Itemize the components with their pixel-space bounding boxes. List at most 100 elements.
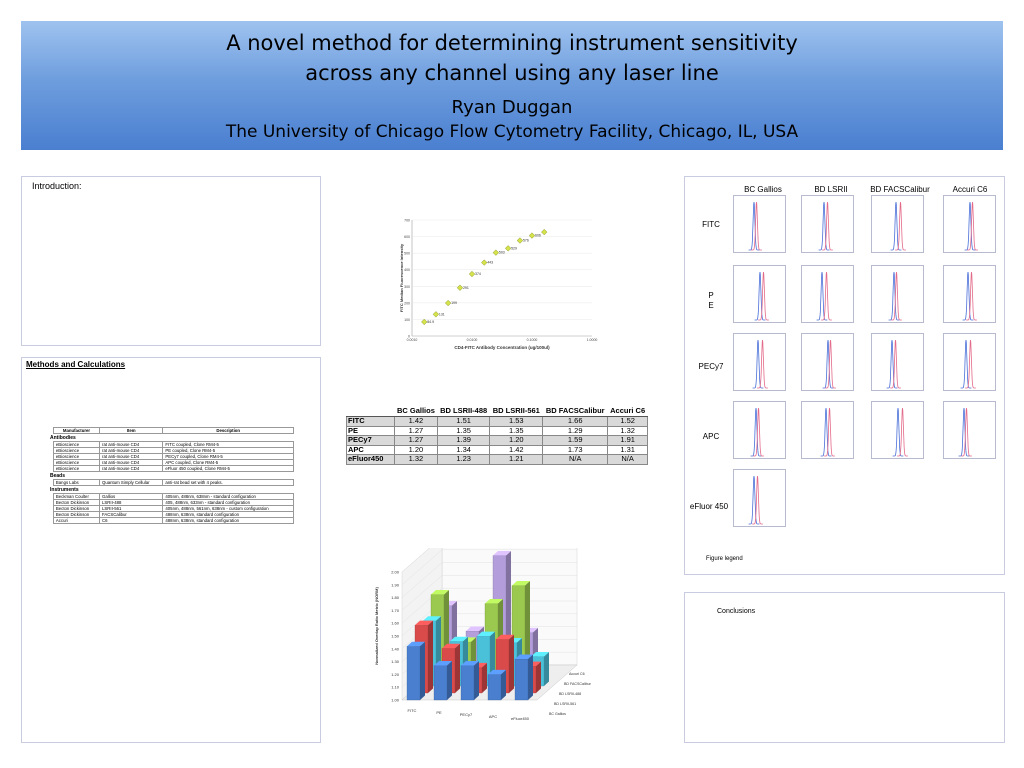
results-row: PECy7 1.27 1.39 1.20 1.59 1.91: [346, 435, 648, 446]
bar3d: [514, 654, 533, 701]
histogram-traces: [964, 201, 978, 251]
histogram-plot: [943, 333, 996, 391]
poster-affiliation: The University of Chicago Flow Cytometry…: [225, 122, 799, 142]
introduction-panel: Introduction:: [21, 176, 321, 346]
methods-section-name: Instruments: [50, 487, 79, 493]
y-tick-label: 2.00: [391, 570, 400, 575]
point-label: 374: [475, 272, 481, 276]
methods-section-name: Beads: [50, 473, 66, 479]
x-axis-label: CD4-FITC Antibody Concentration (ug/100u…: [454, 345, 550, 350]
results-cell: N/A: [542, 454, 609, 465]
histogram-trace-red: [961, 407, 972, 457]
point-label: 606: [535, 234, 541, 238]
methods-header: Item: [99, 427, 164, 434]
methods-cell: anti-rat bead set with 4 peaks.: [162, 479, 294, 486]
methods-header: Description: [162, 427, 294, 434]
histogram-traces: [750, 407, 764, 457]
histogram-plot: [733, 333, 786, 391]
histogram-trace-red: [824, 407, 835, 457]
histogram-traces: [752, 339, 768, 389]
methods-section-row: Antibodies: [48, 434, 294, 442]
histogram-trace-red: [825, 339, 836, 389]
y-tick-label: 1.50: [391, 634, 400, 639]
histogram-trace-blue: [964, 201, 976, 251]
histogram-plot: [943, 401, 996, 459]
x-tick-label: 0.1000: [527, 338, 538, 342]
scatter-chart: 0 100 200 300 400 500 600 700 0.0010 0.0100 0.1000…: [399, 219, 598, 351]
histogram-trace-red: [758, 271, 769, 321]
y-tick-label: 1.90: [391, 582, 400, 587]
results-row: APC 1.20 1.34 1.42 1.73 1.31: [346, 444, 648, 455]
bar3d: [460, 660, 479, 701]
methods-cell: Accuri: [52, 517, 101, 524]
point-label: 199: [451, 301, 457, 305]
histogram-trace-red: [753, 407, 764, 457]
y-tick-label: 1.10: [391, 685, 400, 690]
hist-row-label: P E: [708, 291, 714, 310]
category-label: eFluor450: [511, 716, 530, 721]
histogram-trace-red: [891, 271, 902, 321]
histogram-traces: [886, 339, 901, 389]
scatter-point: [456, 284, 464, 291]
hist-column-label: Accuri C6: [952, 185, 988, 194]
x-tick-label: 0.0100: [467, 338, 478, 342]
histogram-trace-red: [890, 339, 901, 389]
bar3d-chart: 1.00 1.10 1.20 1.30 1.40 1.50 1.60 1.70 1.80 1.90…: [374, 548, 592, 721]
methods-section-row: Beads: [48, 472, 294, 480]
histogram-trace-red: [897, 407, 908, 457]
histogram-trace-red: [822, 201, 833, 251]
results-row-label: FITC: [346, 416, 395, 427]
y-tick-label: 1.20: [391, 672, 400, 677]
y-tick-label: 700: [404, 219, 410, 223]
methods-label: Methods and Calculations: [26, 360, 126, 369]
histogram-trace-blue: [892, 407, 904, 457]
scatter-point: [528, 232, 536, 239]
x-tick-label: 1.0000: [587, 338, 598, 342]
hist-column-label: BC Gallios: [744, 185, 782, 194]
results-cell: 1.52: [607, 416, 648, 427]
histogram-plot: [801, 401, 854, 459]
histogram-traces: [818, 201, 833, 251]
gridline: [401, 548, 430, 573]
category-label: APC: [489, 714, 497, 719]
methods-row: eBioscience rat anti-mouse CD4 eFluor 450 …: [48, 465, 294, 472]
histogram-plot: [801, 265, 854, 323]
histogram-trace-blue: [748, 201, 760, 251]
y-tick-label: 500: [404, 252, 410, 256]
methods-table-body: Antibodies eBioscience rat anti-mouse CD4 F…: [48, 434, 294, 524]
histogram-trace-blue: [820, 407, 832, 457]
results-cell: 1.20: [489, 435, 544, 446]
y-tick-label: 1.80: [391, 595, 400, 600]
histogram-traces: [748, 201, 762, 251]
histogram-plot: [733, 469, 786, 527]
scatter-point: [505, 245, 512, 252]
histogram-trace-blue: [754, 271, 766, 321]
hist-row-label: APC: [702, 432, 720, 441]
results-header: BD FACSCalibur: [542, 406, 608, 417]
histogram-plot: [871, 333, 924, 391]
y-axis-label: Normalized Overlap Ratio Metric (NORM): [374, 587, 379, 665]
methods-row: Bangs Labs Quantum Simply Cellular anti-ra…: [48, 479, 294, 486]
results-cell: 1.66: [542, 416, 609, 427]
histogram-plot: [943, 265, 996, 323]
gridline: [401, 575, 577, 611]
histogram-trace-red: [752, 475, 763, 525]
y-tick-label: 1.60: [391, 621, 400, 626]
histogram-trace-blue: [750, 407, 762, 457]
y-tick-label: 1.70: [391, 608, 400, 613]
point-label: 503: [499, 251, 505, 255]
histogram-trace-blue: [752, 339, 764, 389]
histogram-traces: [960, 339, 976, 389]
histogram-trace-blue: [960, 339, 972, 389]
methods-row: Becton Dickinson LSRII-561 405nm, 488nm, 5…: [48, 505, 294, 512]
histogram-plot: [871, 265, 924, 323]
histogram-trace-blue: [890, 201, 902, 251]
category-label: PE: [436, 710, 442, 715]
series-axis-label: BD FACSCalibur: [564, 682, 592, 686]
histogram-plot: [733, 265, 786, 323]
histogram-trace-red: [757, 339, 768, 389]
bar3d: [406, 641, 425, 701]
results-header: [346, 406, 395, 417]
series-axis-label: BD LSRII-488: [559, 692, 581, 696]
results-header: BC Gallios: [394, 406, 438, 417]
